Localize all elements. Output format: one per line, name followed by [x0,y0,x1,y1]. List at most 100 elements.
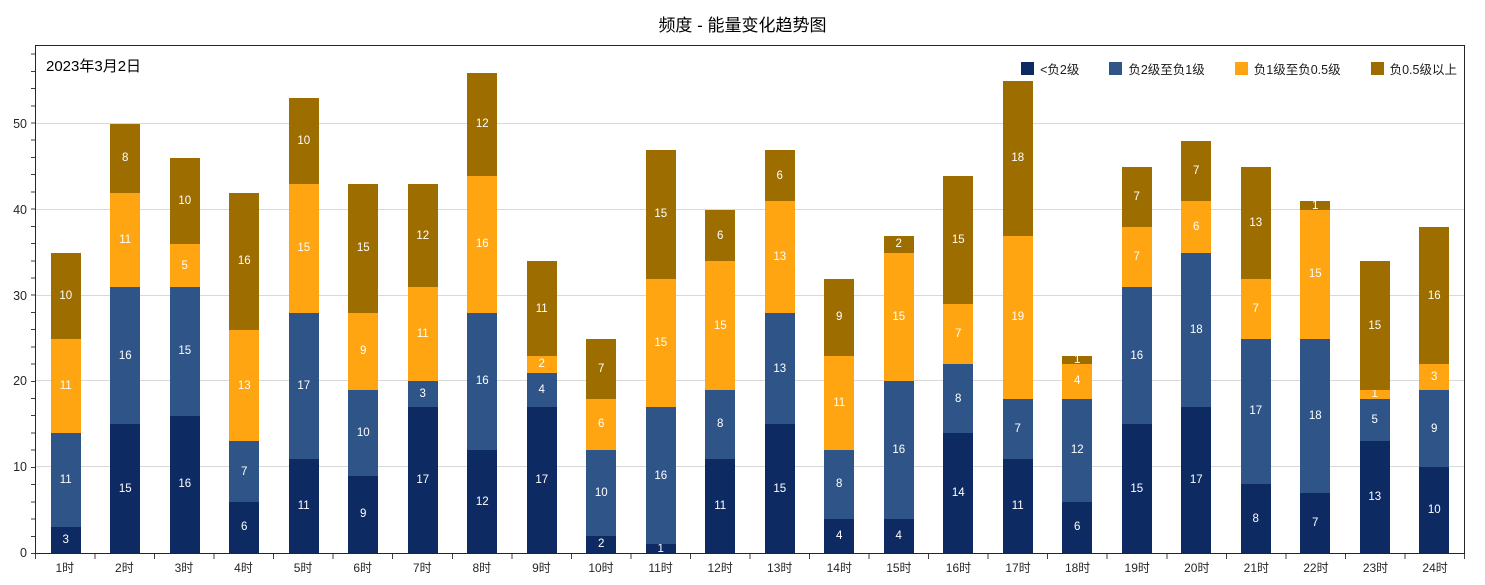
bar-22时[interactable]: 7 18 15 1 [1300,200,1331,553]
bar-1时[interactable]: 3 11 11 10 [50,252,81,553]
bar-segment[interactable]: 15 [645,278,676,408]
bar-17时[interactable]: 11 7 19 18 [1002,81,1033,553]
bar-24时[interactable]: 10 9 3 16 [1419,227,1450,553]
bar-segment[interactable]: 18 [1181,252,1212,408]
bar-segment[interactable]: 15 [764,424,795,553]
bar-segment[interactable]: 7 [1121,227,1152,288]
bar-segment[interactable]: 1 [1300,200,1331,211]
bar-segment[interactable]: 15 [943,175,974,305]
bar-segment[interactable]: 12 [467,450,498,553]
bar-segment[interactable]: 8 [705,390,736,459]
bar-segment[interactable]: 11 [824,355,855,451]
bar-segment[interactable]: 13 [764,312,795,425]
bar-segment[interactable]: 7 [1002,398,1033,459]
bar-segment[interactable]: 6 [229,501,260,553]
bar-segment[interactable]: 10 [169,158,200,245]
bar-5时[interactable]: 11 17 15 10 [288,98,319,553]
bar-segment[interactable]: 4 [883,518,914,553]
bar-segment[interactable]: 15 [1300,209,1331,339]
bar-segment[interactable]: 15 [1359,261,1390,391]
bar-segment[interactable]: 6 [764,149,795,202]
bar-segment[interactable]: 1 [1359,389,1390,400]
bar-9时[interactable]: 17 4 2 11 [526,261,557,553]
bar-segment[interactable]: 4 [526,372,557,408]
bar-segment[interactable]: 10 [1419,467,1450,553]
bar-segment[interactable]: 10 [348,390,379,476]
legend-item-1[interactable]: <负2级 [1021,59,1079,78]
bar-segment[interactable]: 16 [229,192,260,330]
bar-segment[interactable]: 18 [1002,81,1033,236]
bar-20时[interactable]: 17 18 6 7 [1181,141,1212,553]
bar-19时[interactable]: 15 16 7 7 [1121,166,1152,553]
bar-10时[interactable]: 2 10 6 7 [586,338,617,553]
bar-segment[interactable]: 8 [943,364,974,433]
bar-segment[interactable]: 2 [526,355,557,373]
bar-segment[interactable]: 17 [407,407,438,553]
legend-item-3[interactable]: 负1级至负0.5级 [1234,59,1341,78]
bar-segment[interactable]: 11 [705,458,736,553]
bar-segment[interactable]: 15 [645,149,676,279]
bar-segment[interactable]: 16 [169,415,200,553]
bar-segment[interactable]: 11 [407,287,438,382]
bar-segment[interactable]: 3 [50,527,81,553]
bar-23时[interactable]: 13 5 1 15 [1359,261,1390,553]
bar-segment[interactable]: 10 [50,252,81,339]
bar-segment[interactable]: 1 [1062,354,1093,366]
bar-segment[interactable]: 11 [50,432,81,528]
bar-segment[interactable]: 4 [1062,364,1093,399]
bar-segment[interactable]: 2 [883,235,914,253]
bar-7时[interactable]: 17 3 11 12 [407,184,438,553]
bar-segment[interactable]: 7 [1121,166,1152,228]
bar-segment[interactable]: 7 [1240,278,1271,339]
bar-segment[interactable]: 11 [50,338,81,433]
bar-6时[interactable]: 9 10 9 15 [348,184,379,553]
bar-segment[interactable]: 9 [348,312,379,391]
bar-segment[interactable]: 12 [467,72,498,176]
bar-segment[interactable]: 15 [110,424,141,553]
bar-segment[interactable]: 17 [1240,338,1271,485]
bar-segment[interactable]: 12 [1062,398,1093,502]
bar-segment[interactable]: 16 [1121,287,1152,425]
bar-segment[interactable]: 13 [764,201,795,313]
bar-segment[interactable]: 5 [1359,398,1390,442]
bar-segment[interactable]: 13 [229,329,260,442]
bar-segment[interactable]: 11 [526,261,557,356]
bar-segment[interactable]: 15 [883,252,914,382]
bar-segment[interactable]: 3 [407,381,438,408]
bar-8时[interactable]: 12 16 16 12 [467,72,498,553]
bar-segment[interactable]: 16 [467,312,498,451]
bar-segment[interactable]: 16 [1419,227,1450,365]
bar-segment[interactable]: 8 [824,450,855,519]
bar-segment[interactable]: 11 [288,458,319,553]
bar-segment[interactable]: 8 [1240,484,1271,553]
bar-segment[interactable]: 10 [288,98,319,185]
bar-segment[interactable]: 7 [586,338,617,399]
bar-segment[interactable]: 10 [586,450,617,536]
bar-segment[interactable]: 11 [110,192,141,288]
bar-segment[interactable]: 7 [1181,141,1212,202]
bar-segment[interactable]: 14 [943,432,974,553]
bar-segment[interactable]: 17 [288,312,319,459]
bar-segment[interactable]: 6 [705,209,736,262]
bar-14时[interactable]: 4 8 11 9 [824,278,855,553]
bar-segment[interactable]: 7 [229,441,260,502]
bar-segment[interactable]: 19 [1002,235,1033,399]
bar-segment[interactable]: 6 [1062,501,1093,553]
bar-2时[interactable]: 15 16 11 8 [110,124,141,553]
bar-21时[interactable]: 8 17 7 13 [1240,166,1271,553]
bar-segment[interactable]: 7 [1300,492,1331,553]
bar-segment[interactable]: 6 [586,398,617,451]
bar-11时[interactable]: 1 16 15 15 [645,149,676,554]
bar-segment[interactable]: 4 [824,518,855,553]
bar-segment[interactable]: 2 [586,535,617,553]
bar-segment[interactable]: 6 [1181,201,1212,253]
legend-item-2[interactable]: 负2级至负1级 [1109,59,1205,78]
legend-item-4[interactable]: 负0.5级以上 [1370,59,1457,78]
bar-segment[interactable]: 8 [110,124,141,193]
bar-segment[interactable]: 16 [883,381,914,519]
bar-segment[interactable]: 5 [169,244,200,288]
bar-segment[interactable]: 16 [645,407,676,545]
bar-segment[interactable]: 16 [467,175,498,313]
bar-segment[interactable]: 15 [169,287,200,416]
bar-segment[interactable]: 12 [407,184,438,288]
